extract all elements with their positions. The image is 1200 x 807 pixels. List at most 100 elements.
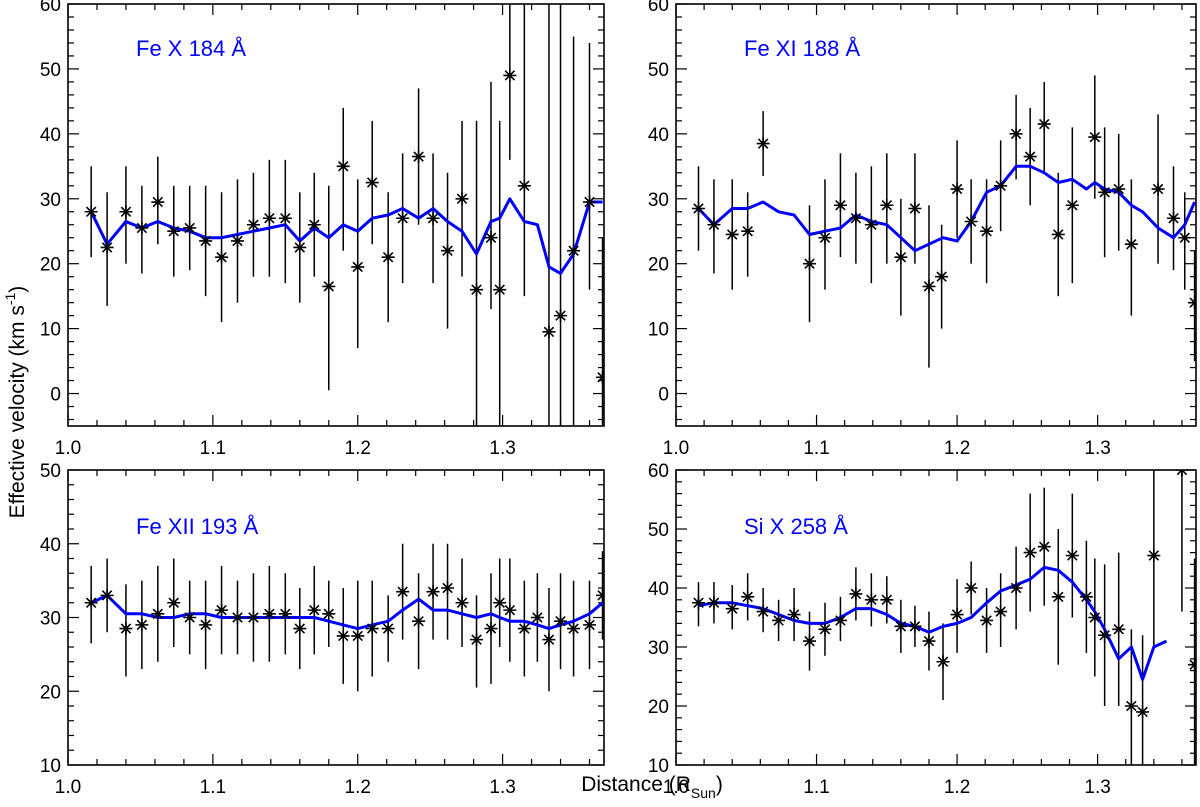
data-point-marker [351,629,365,643]
data-point-marker [707,596,721,610]
y-tick-label: 50 [40,461,61,482]
data-point-marker [199,618,213,632]
data-point-marker [100,588,114,602]
y-tick-label: 60 [648,461,669,482]
data-point-marker [741,224,755,238]
data-point-marker [278,211,292,225]
data-point-marker [262,607,276,621]
data-point-marker [1065,198,1079,212]
data-point-marker [1178,231,1192,245]
model-line [698,565,1168,681]
data-point-marker [100,240,114,254]
data-point-marker [1051,227,1065,241]
data-point-marker [455,596,469,610]
data-point-marker [135,221,149,235]
data-point-marker [215,250,229,264]
data-point-marker [230,234,244,248]
data-point-marker [980,613,994,627]
y-axis-title-close: ) [6,286,29,293]
data-point-marker [517,622,531,636]
data-point-marker [1037,117,1051,131]
data-point-marker [707,218,721,232]
y-tick-label: 60 [648,0,669,16]
data-point-marker [293,622,307,636]
data-point-marker [530,611,544,624]
y-tick-label: 40 [648,125,669,146]
data-point-marker [994,179,1008,193]
plot-area [691,75,1196,368]
y-tick-label: 30 [648,638,669,659]
x-tick-label: 1.0 [663,438,689,459]
data-point-marker [725,227,739,241]
data-point-marker [1009,127,1023,141]
data-point-marker [1037,540,1051,554]
data-point-marker [484,622,498,636]
data-point-marker [964,581,978,595]
data-point-marker [470,283,484,297]
data-point-marker [1023,546,1037,560]
plot-frame [675,3,1197,427]
panel-fe-xii-193: 10 20 30 40 50 1.0 1.1 1.2 1.3 Fe XII 193 Å [40,461,605,798]
panel-title: Fe XI 188 Å [744,36,861,61]
x-tick-label: 1.0 [55,777,81,798]
plot-area [691,470,1196,765]
data-point-marker [894,250,908,264]
data-point-marker [1051,590,1065,604]
data-point-marker [1112,182,1126,196]
data-point-marker [1188,658,1196,672]
y-tick-label: 20 [40,255,61,276]
data-point-marker [936,655,950,669]
data-point-marker [691,596,705,610]
data-point-marker [596,588,604,602]
panel-fe-xi-188: 0 10 20 30 40 50 60 1.0 1.1 1.2 1.3 Fe XI 188 Å [648,0,1197,459]
x-tick-label: 1.2 [944,438,970,459]
x-tick-label: 1.0 [663,777,689,798]
data-point-marker [1147,549,1161,563]
x-tick-label: 1.2 [944,777,970,798]
y-tick-label: 10 [648,756,669,777]
data-point-marker [1112,622,1126,636]
x-tick-label: 1.1 [803,438,829,459]
data-point-marker [756,605,770,619]
panel-title: Si X 258 Å [744,514,848,539]
data-point-marker [396,585,410,599]
x-tick-label: 1.1 [200,438,226,459]
data-point-marker [880,593,894,607]
data-point-marker [803,634,817,648]
data-point-marker [322,279,336,293]
data-point-marker [950,608,964,622]
data-point-marker [246,611,260,624]
data-point-marker [994,605,1008,619]
data-point-marker [583,195,597,209]
data-point-marker [230,611,244,624]
data-point-marker [1188,296,1196,310]
panel-si-x-258: 10 20 30 40 50 60 1.0 1.1 1.2 1.3 Si X 258 Å [648,461,1197,798]
y-tick-label: 20 [40,682,61,703]
data-point-marker [441,244,455,258]
data-point-marker [336,629,350,643]
data-point-marker [412,614,426,628]
data-point-marker [426,585,440,599]
data-point-marker [183,611,197,624]
data-point-marker [503,603,517,617]
data-point-marker [787,608,801,622]
data-point-marker [542,325,556,339]
y-tick-label: 10 [648,320,669,341]
data-point-marker [503,68,517,82]
y-tick-label: 20 [648,255,669,276]
data-point-marker [293,240,307,254]
panel-title: Fe X 184 Å [136,36,246,61]
data-point-marker [119,205,133,219]
data-point-marker [484,231,498,245]
y-tick-label: 50 [40,60,61,81]
data-point-marker [1175,470,1189,477]
data-point-marker [455,192,469,206]
data-point-marker [741,590,755,604]
data-point-marker [412,150,426,164]
y-tick-label: 30 [40,190,61,211]
plot-frame [675,469,1197,766]
data-point-marker [322,607,336,621]
x-axis-title: Distance (RSun) [581,773,723,801]
y-tick-label: 30 [648,190,669,211]
data-point-marker [583,618,597,632]
